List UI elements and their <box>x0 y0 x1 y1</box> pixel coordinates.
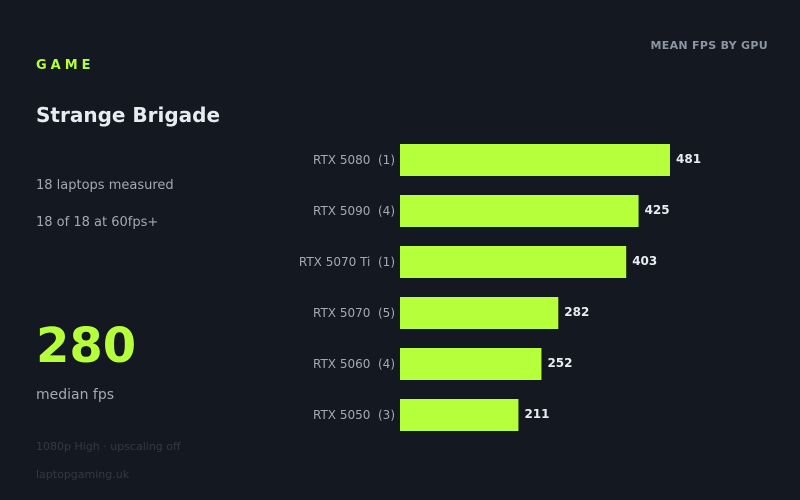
bar-value-label-5: 211 <box>524 407 549 421</box>
game-title: Strange Brigade <box>36 103 221 127</box>
bar-category-label-2: RTX 5070 Ti (1) <box>299 255 395 269</box>
sixty-fps-stat: 18 of 18 at 60fps+ <box>36 215 159 230</box>
bar-value-label-0: 481 <box>676 152 701 166</box>
bar-1 <box>400 195 639 227</box>
settings-note: 1080p High · upscaling off <box>36 440 181 453</box>
bar-0 <box>400 144 670 176</box>
bar-value-label-1: 425 <box>645 203 670 217</box>
bar-value-label-2: 403 <box>632 254 657 268</box>
bar-5 <box>400 399 519 431</box>
bar-category-label-5: RTX 5050 (3) <box>313 408 395 422</box>
laptops-measured-stat: 18 laptops measured <box>36 178 174 193</box>
bar-category-label-1: RTX 5090 (4) <box>313 204 395 218</box>
bar-2 <box>400 246 627 278</box>
bar-value-label-4: 252 <box>547 356 572 370</box>
bar-3 <box>400 297 559 329</box>
game-eyebrow: GAME <box>36 58 95 73</box>
bar-category-label-4: RTX 5060 (4) <box>313 357 395 371</box>
bar-4 <box>400 348 542 380</box>
bar-category-label-0: RTX 5080 (1) <box>313 153 395 167</box>
bar-category-label-3: RTX 5070 (5) <box>313 306 395 320</box>
chart-title: MEAN FPS BY GPU <box>650 39 768 52</box>
bar-value-label-3: 282 <box>564 305 589 319</box>
median-fps-caption: median fps <box>36 387 115 403</box>
median-fps-value: 280 <box>36 318 137 374</box>
source-credit: laptopgaming.uk <box>36 468 130 481</box>
